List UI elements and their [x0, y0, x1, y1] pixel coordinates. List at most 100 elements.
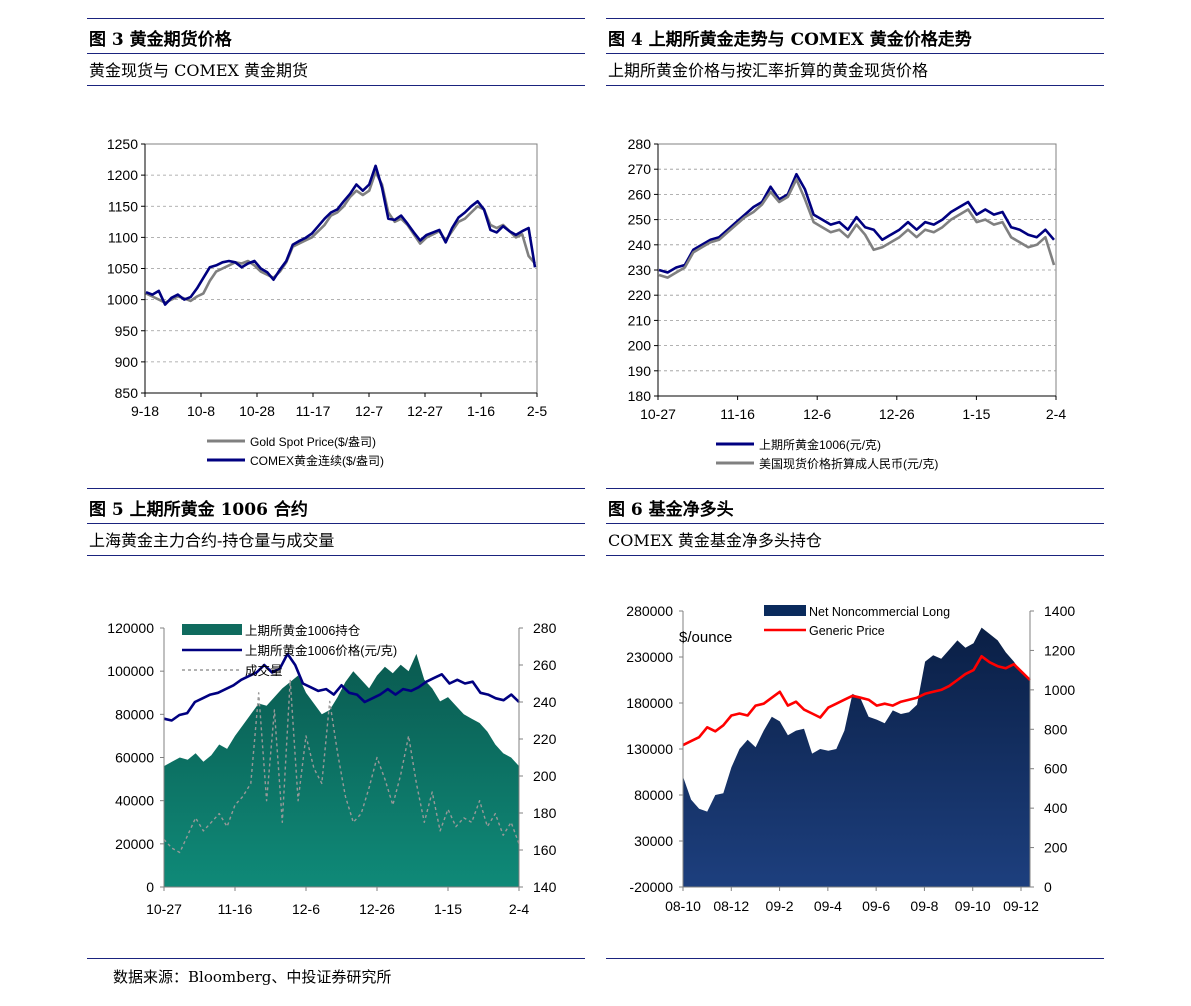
- y-right-tick-label: 400: [1044, 800, 1068, 816]
- y-tick-label: 280000: [626, 603, 673, 619]
- panel-title: 图 5 上期所黄金 1006 合约: [89, 500, 308, 520]
- y-tick-label: 20000: [115, 836, 154, 852]
- series-line: [658, 172, 1055, 274]
- legend-swatch: [182, 624, 242, 635]
- x-tick-label: 09-12: [1003, 898, 1039, 914]
- legend-swatch: [764, 605, 806, 616]
- panel-bottom-rule: [606, 555, 1104, 556]
- y-tick-label: 230000: [626, 649, 673, 665]
- panel-subtitle: COMEX 黄金基金净多头持仓: [606, 523, 1104, 555]
- y-right-tick-label: 180: [533, 805, 557, 821]
- series-line: [658, 178, 1056, 279]
- y-right-tick-label: 200: [1044, 840, 1068, 856]
- y-tick-label: 130000: [626, 741, 673, 757]
- series-line: [145, 164, 537, 306]
- panel-bottom-rule: [87, 555, 585, 556]
- x-tick-label: 08-10: [665, 898, 701, 914]
- y-tick-label: 1150: [108, 198, 138, 214]
- y-right-tick-label: 140: [533, 879, 557, 895]
- panel-shfe-1006: 图 5 上期所黄金 1006 合约 上海黄金主力合约-持仓量与成交量: [87, 488, 585, 556]
- y-tick-label: 900: [115, 354, 139, 370]
- y-right-tick-label: 800: [1044, 721, 1068, 737]
- x-tick-label: 1-15: [434, 901, 462, 917]
- panel-subtitle: 上期所黄金价格与按汇率折算的黄金现货价格: [606, 53, 1104, 85]
- x-tick-label: 2-4: [1046, 406, 1066, 422]
- panel-bottom-rule: [606, 85, 1104, 86]
- x-tick-label: 11-16: [720, 406, 755, 422]
- panel-shfe-vs-comex: 图 4 上期所黄金走势与 COMEX 黄金价格走势 上期所黄金价格与按汇率折算的…: [606, 18, 1104, 86]
- y-tick-label: 190: [628, 363, 652, 379]
- y-tick-label: 220: [628, 287, 652, 303]
- footer-rule: [606, 958, 1104, 959]
- legend-label: 成交量: [245, 663, 283, 678]
- y-tick-label: 200: [628, 338, 652, 354]
- panel-top-rule: [87, 18, 585, 19]
- legend-label: Gold Spot Price($/盎司): [250, 435, 376, 449]
- y-tick-label: 1050: [107, 261, 138, 277]
- y-tick-label: 80000: [115, 706, 154, 722]
- y-tick-label: -20000: [629, 879, 673, 895]
- panel-fund-net-long: 图 6 基金净多头 COMEX 黄金基金净多头持仓: [606, 488, 1104, 556]
- series-line: [163, 679, 520, 854]
- series-line: [682, 655, 1031, 747]
- y-tick-label: 270: [628, 161, 652, 177]
- y-tick-label: 210: [628, 312, 652, 328]
- panel-gold-futures: 图 3 黄金期货价格 黄金现货与 COMEX 黄金期货: [87, 18, 585, 86]
- y-tick-label: 30000: [634, 833, 673, 849]
- y-right-tick-label: 1000: [1044, 682, 1075, 698]
- panel-title: 图 3 黄金期货价格: [89, 30, 232, 50]
- y-tick-label: 100000: [107, 663, 154, 679]
- x-tick-label: 10-27: [640, 406, 676, 422]
- y-right-tick-label: 260: [533, 657, 557, 673]
- y-right-tick-label: 1200: [1044, 642, 1075, 658]
- x-tick-label: 12-27: [407, 403, 443, 419]
- y-tick-label: 260: [628, 186, 652, 202]
- footer-rule: [87, 958, 585, 959]
- legend-label: Generic Price: [809, 624, 885, 638]
- x-tick-label: 09-2: [766, 898, 794, 914]
- y-tick-label: 250: [628, 212, 652, 228]
- panel-subtitle: 黄金现货与 COMEX 黄金期货: [87, 53, 585, 85]
- x-tick-label: 09-4: [814, 898, 842, 914]
- x-tick-label: 1-16: [467, 403, 495, 419]
- y-tick-label: 120000: [107, 620, 154, 636]
- panel-top-rule: [606, 488, 1104, 489]
- y-tick-label: 240: [628, 237, 652, 253]
- x-tick-label: 12-6: [292, 901, 320, 917]
- y-tick-label: 280: [628, 136, 652, 152]
- source-note: 数据来源：Bloomberg、中投证券研究所: [113, 968, 392, 986]
- series-line: [145, 170, 536, 304]
- panel-bottom-rule: [87, 85, 585, 86]
- plot-area: [144, 143, 538, 394]
- panel-top-rule: [87, 488, 585, 489]
- y-right-tick-label: 160: [533, 842, 557, 858]
- legend-label: 上期所黄金1006价格(元/克): [245, 643, 397, 658]
- y-right-tick-label: 200: [533, 768, 557, 784]
- y-tick-label: 950: [115, 323, 139, 339]
- panel-subtitle: 上海黄金主力合约-持仓量与成交量: [87, 523, 585, 555]
- x-tick-label: 1-15: [962, 406, 990, 422]
- y-tick-label: 1250: [107, 136, 138, 152]
- x-tick-label: 12-7: [355, 403, 383, 419]
- y-tick-label: 40000: [115, 793, 154, 809]
- y-tick-label: 180000: [626, 695, 673, 711]
- y-tick-label: 1100: [108, 229, 138, 245]
- x-tick-label: 11-17: [296, 403, 331, 419]
- y-right-tick-label: 0: [1044, 879, 1052, 895]
- y-right-tick-label: 600: [1044, 761, 1068, 777]
- legend-label: 上期所黄金1006持仓: [245, 623, 361, 638]
- y-tick-label: 60000: [115, 750, 154, 766]
- x-tick-label: 12-26: [879, 406, 915, 422]
- x-tick-label: 2-5: [527, 403, 547, 419]
- series-line: [163, 652, 520, 722]
- area-series: [164, 653, 519, 887]
- x-tick-label: 12-6: [803, 406, 831, 422]
- x-tick-label: 11-16: [218, 901, 253, 917]
- panel-top-rule: [606, 18, 1104, 19]
- chart-gold-futures: 850 900 950 1000 1050 1100 1150 1200 1250 9-18 10-…: [87, 120, 585, 480]
- x-tick-label: 08-12: [713, 898, 749, 914]
- legend-label: Net Noncommercial Long: [809, 605, 950, 619]
- x-tick-label: 9-18: [131, 403, 159, 419]
- x-tick-label: 2-4: [509, 901, 529, 917]
- legend-label: 上期所黄金1006(元/克): [759, 437, 881, 452]
